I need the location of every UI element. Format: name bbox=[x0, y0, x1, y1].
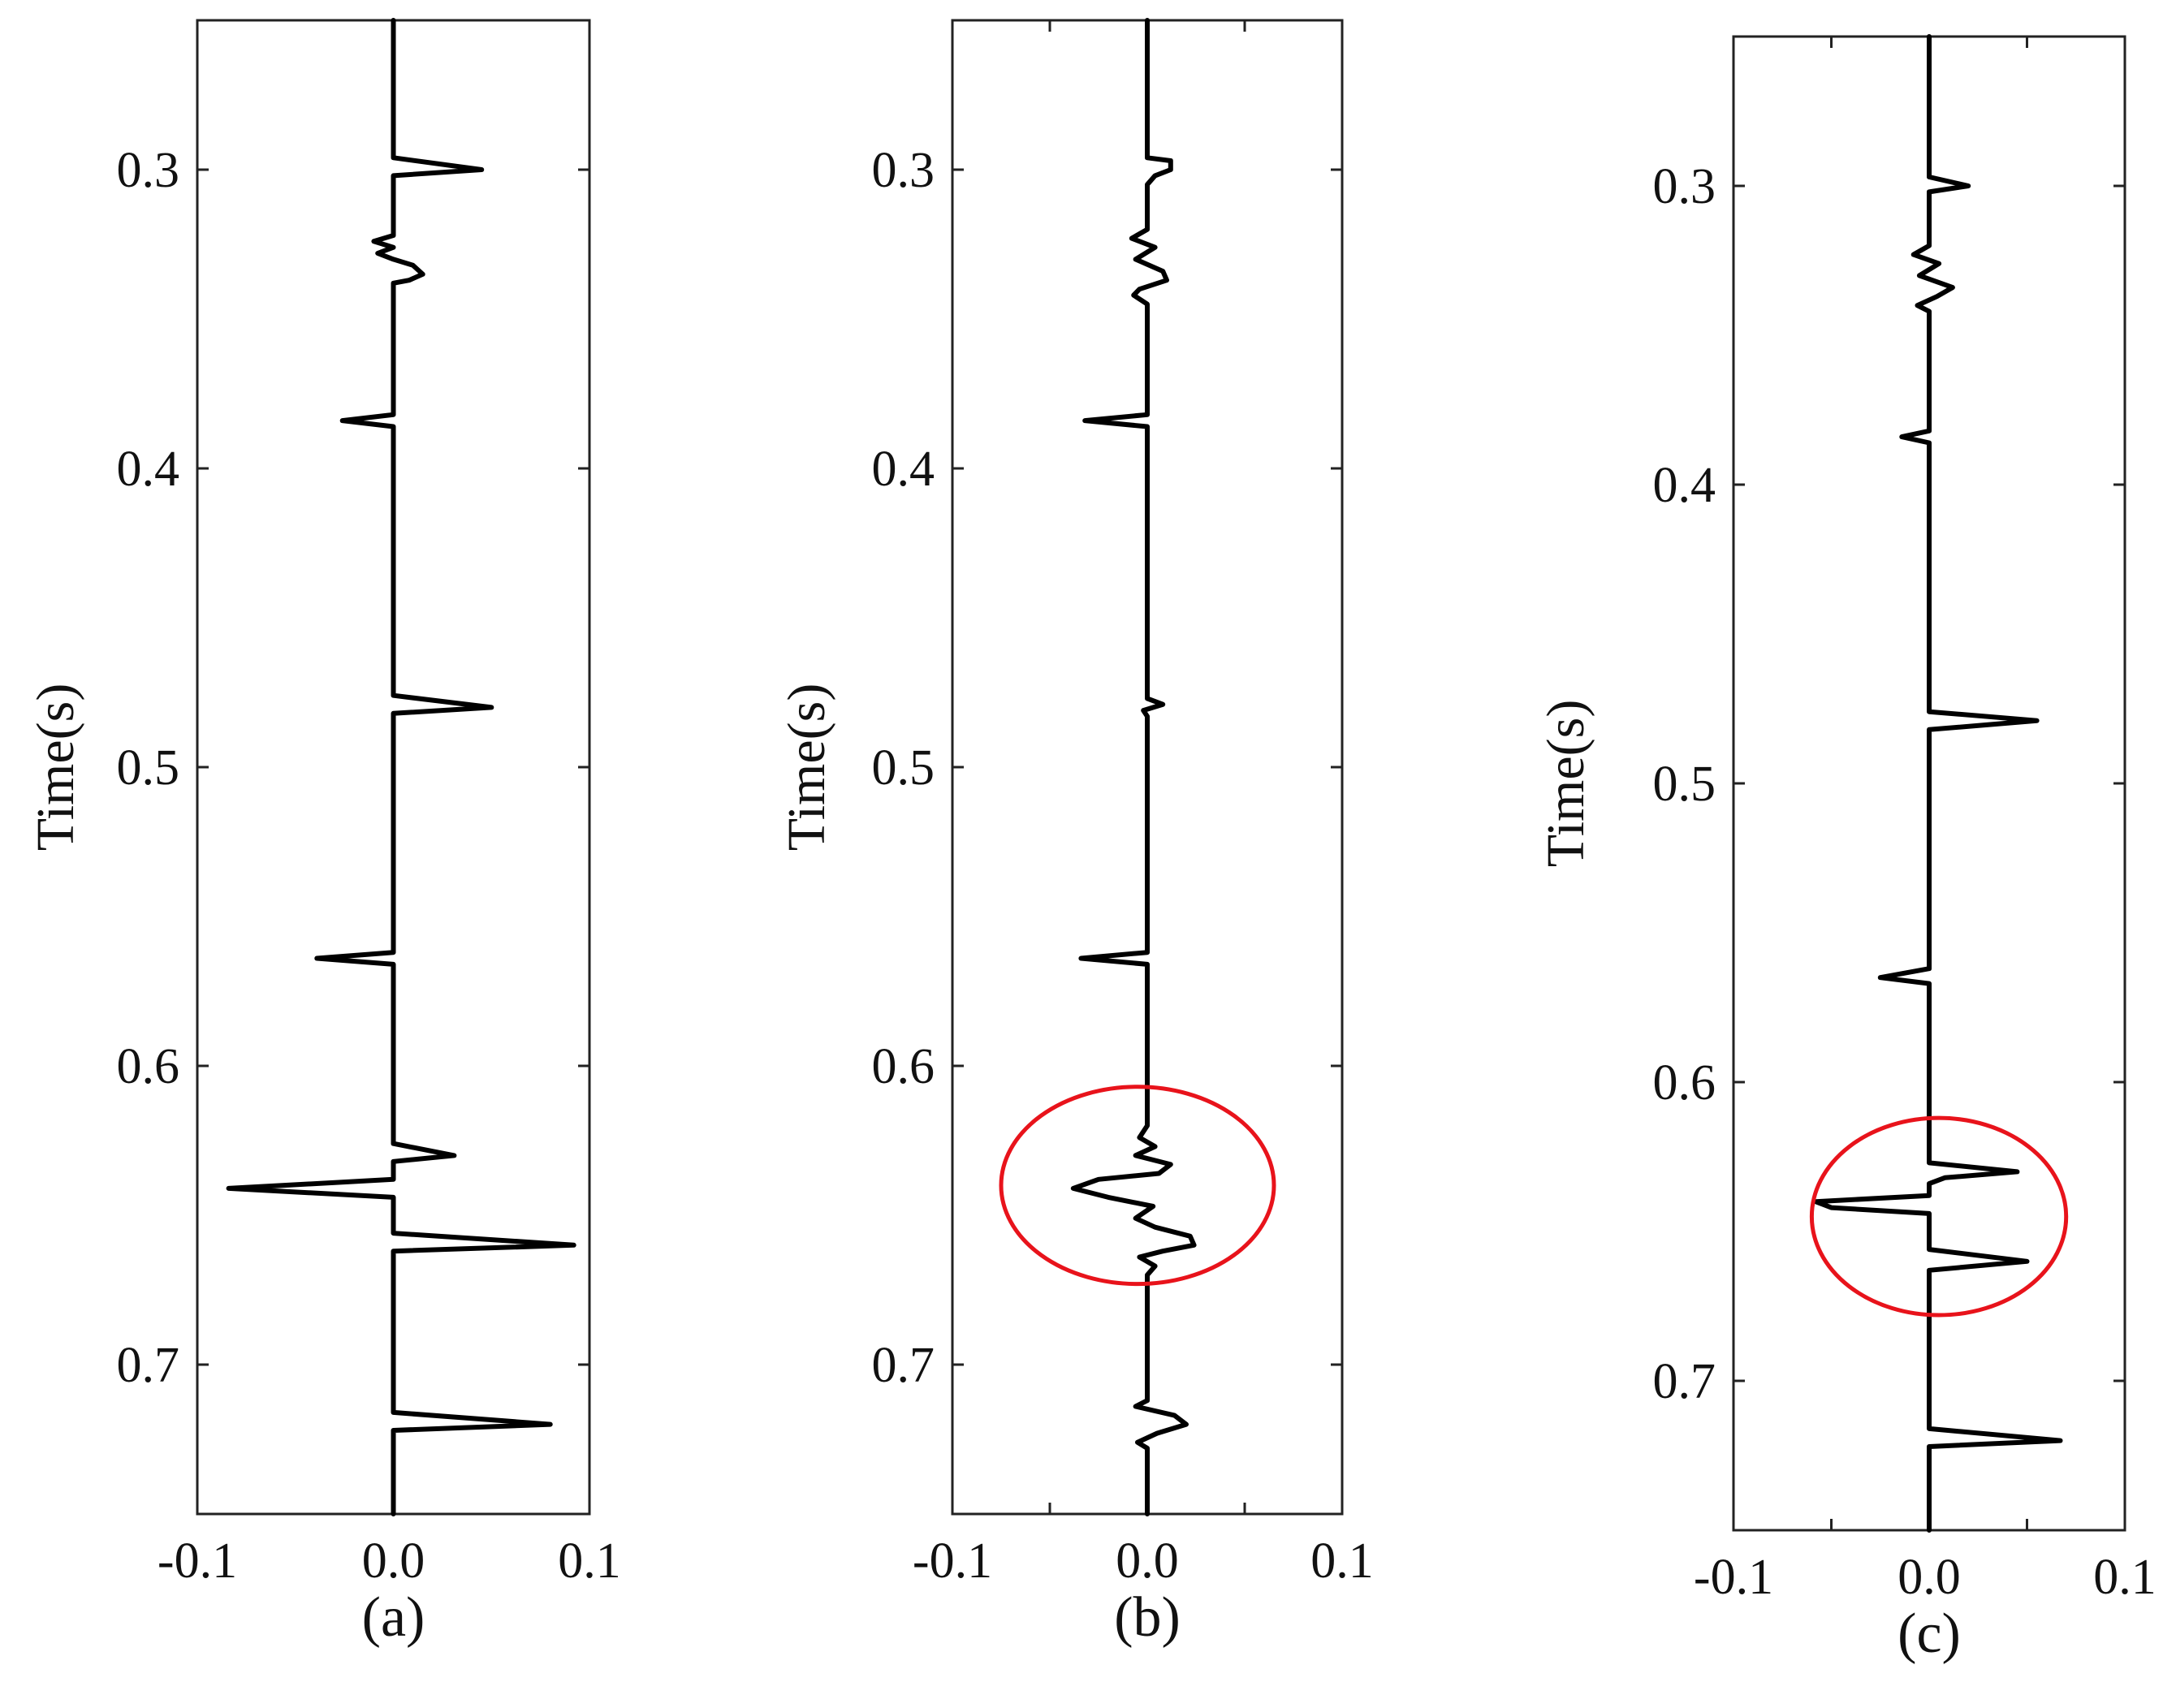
y-tick-label: 0.3 bbox=[872, 143, 935, 198]
trace-series-line bbox=[1070, 18, 1197, 1516]
y-tick-label: 0.4 bbox=[1653, 458, 1716, 513]
y-tick-label: 0.6 bbox=[872, 1039, 935, 1094]
panel-c: 0.3 0.4 0.5 0.6 0.7 -0.1 0.0 0.1 Time(s) (c) bbox=[1536, 34, 2157, 1665]
x-tick-label: 0.1 bbox=[2093, 1550, 2157, 1605]
x-tick-label: 0.1 bbox=[1310, 1533, 1374, 1589]
y-axis-title: Time(s) bbox=[26, 684, 85, 852]
highlight-ellipse bbox=[1809, 1115, 2069, 1318]
x-tick-label: 0.0 bbox=[1898, 1550, 1961, 1605]
y-tick-label: 0.4 bbox=[117, 442, 180, 497]
x-tick-label: 0.0 bbox=[1116, 1533, 1179, 1589]
highlight-ellipse bbox=[999, 1085, 1276, 1287]
y-tick-label: 0.6 bbox=[1653, 1055, 1716, 1111]
y-tick-label: 0.7 bbox=[872, 1338, 935, 1393]
panel-a: 0.3 0.4 0.5 0.6 0.7 -0.1 0.0 0.1 Time(s) (a) bbox=[26, 18, 621, 1649]
x-tick-label: -0.1 bbox=[158, 1533, 237, 1589]
y-tick-label: 0.3 bbox=[117, 143, 180, 198]
y-axis-title: Time(s) bbox=[777, 684, 836, 852]
y-axis-title: Time(s) bbox=[1536, 700, 1595, 868]
x-tick-label: -0.1 bbox=[913, 1533, 992, 1589]
trace-series-line bbox=[1813, 34, 2063, 1533]
y-tick-label: 0.7 bbox=[1653, 1354, 1716, 1409]
panel-b: 0.3 0.4 0.5 0.6 0.7 -0.1 0.0 0.1 Time(s) (b) bbox=[777, 18, 1374, 1649]
trace-series-line bbox=[226, 18, 576, 1516]
y-tick-label: 0.7 bbox=[117, 1338, 180, 1393]
y-tick-label: 0.6 bbox=[117, 1039, 180, 1094]
y-tick-label: 0.4 bbox=[872, 442, 935, 497]
x-tick-label: 0.1 bbox=[558, 1533, 621, 1589]
y-tick-label: 0.5 bbox=[872, 740, 935, 796]
y-tick-label: 0.5 bbox=[117, 740, 180, 796]
x-tick-label: 0.0 bbox=[362, 1533, 425, 1589]
panel-caption: (a) bbox=[362, 1586, 425, 1649]
panel-caption: (b) bbox=[1114, 1586, 1181, 1649]
y-tick-label: 0.3 bbox=[1653, 159, 1716, 214]
x-tick-label: -0.1 bbox=[1694, 1550, 1773, 1605]
panel-caption: (c) bbox=[1898, 1602, 1961, 1665]
y-tick-label: 0.5 bbox=[1653, 757, 1716, 812]
